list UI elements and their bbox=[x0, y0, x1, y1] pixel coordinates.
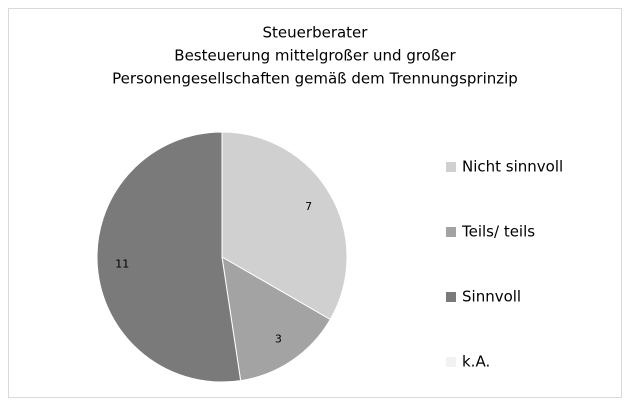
pie-slice bbox=[221, 256, 331, 382]
legend-swatch bbox=[446, 292, 456, 302]
legend-swatch bbox=[446, 162, 456, 172]
legend-label: Sinnvoll bbox=[462, 288, 521, 306]
pie-slice bbox=[221, 131, 348, 321]
legend-label: Nicht sinnvoll bbox=[462, 158, 563, 176]
chart-title: Steuerberater bbox=[263, 24, 369, 42]
chart-title: Besteuerung mittelgroßer und großer bbox=[174, 47, 456, 65]
legend-label: Teils/ teils bbox=[461, 223, 535, 241]
legend-swatch bbox=[446, 227, 456, 237]
data-label: 3 bbox=[275, 333, 282, 346]
data-label: 7 bbox=[305, 200, 312, 213]
data-label: 11 bbox=[115, 257, 129, 270]
legend-label: k.A. bbox=[462, 353, 490, 371]
legend-swatch bbox=[446, 357, 456, 367]
chart-title: Personengesellschaften gemäß dem Trennun… bbox=[112, 70, 518, 88]
pie-slice bbox=[96, 131, 242, 383]
